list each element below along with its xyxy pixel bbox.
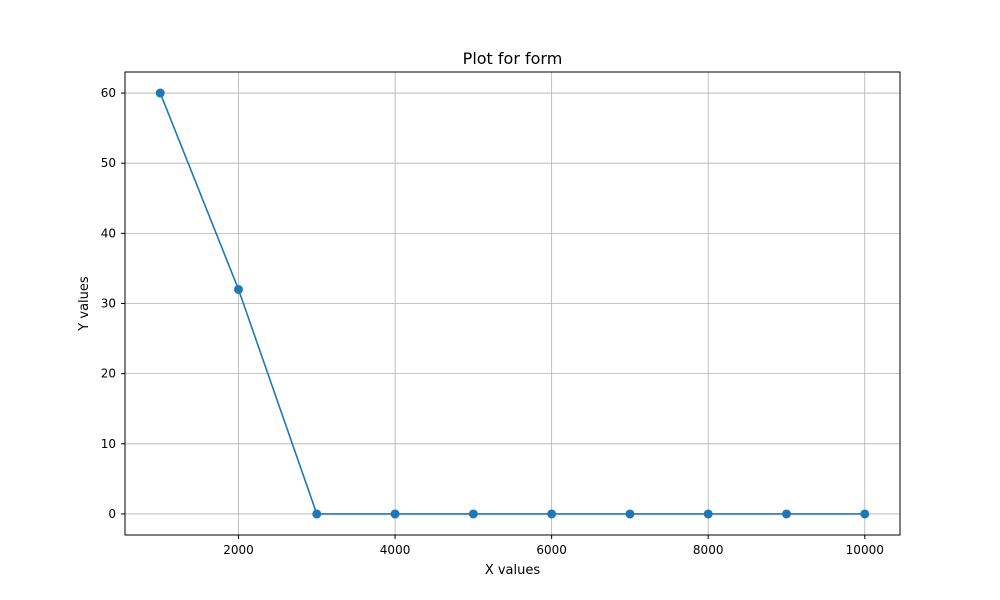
x-tick-label: 8000 [693,543,724,557]
data-point [860,509,870,519]
x-tick-label: 4000 [380,543,411,557]
chart-title: Plot for form [463,49,563,68]
data-point [155,88,165,98]
data-point [781,509,791,519]
y-tick-label: 20 [101,367,116,381]
x-axis-label: X values [485,563,541,578]
data-point [703,509,713,519]
y-tick-label: 60 [101,86,116,100]
y-tick-label: 0 [108,507,116,521]
data-point [468,509,478,519]
y-tick-label: 10 [101,437,116,451]
data-point [312,509,322,519]
y-tick-label: 30 [101,297,116,311]
y-tick-label: 40 [101,226,116,240]
ticks: 2000 4000 6000 8000 10000 0 10 20 30 40 50 60 [101,86,884,557]
data-point [625,509,635,519]
y-axis-label: Y values [77,276,92,332]
series-line [159,92,865,515]
x-tick-label: 6000 [536,543,567,557]
series-layer [155,88,870,519]
data-point [390,509,400,519]
y-tick-label: 50 [101,156,116,170]
x-tick-label: 2000 [223,543,254,557]
data-point [547,509,557,519]
x-tick-label: 10000 [846,543,884,557]
data-point [234,284,244,294]
